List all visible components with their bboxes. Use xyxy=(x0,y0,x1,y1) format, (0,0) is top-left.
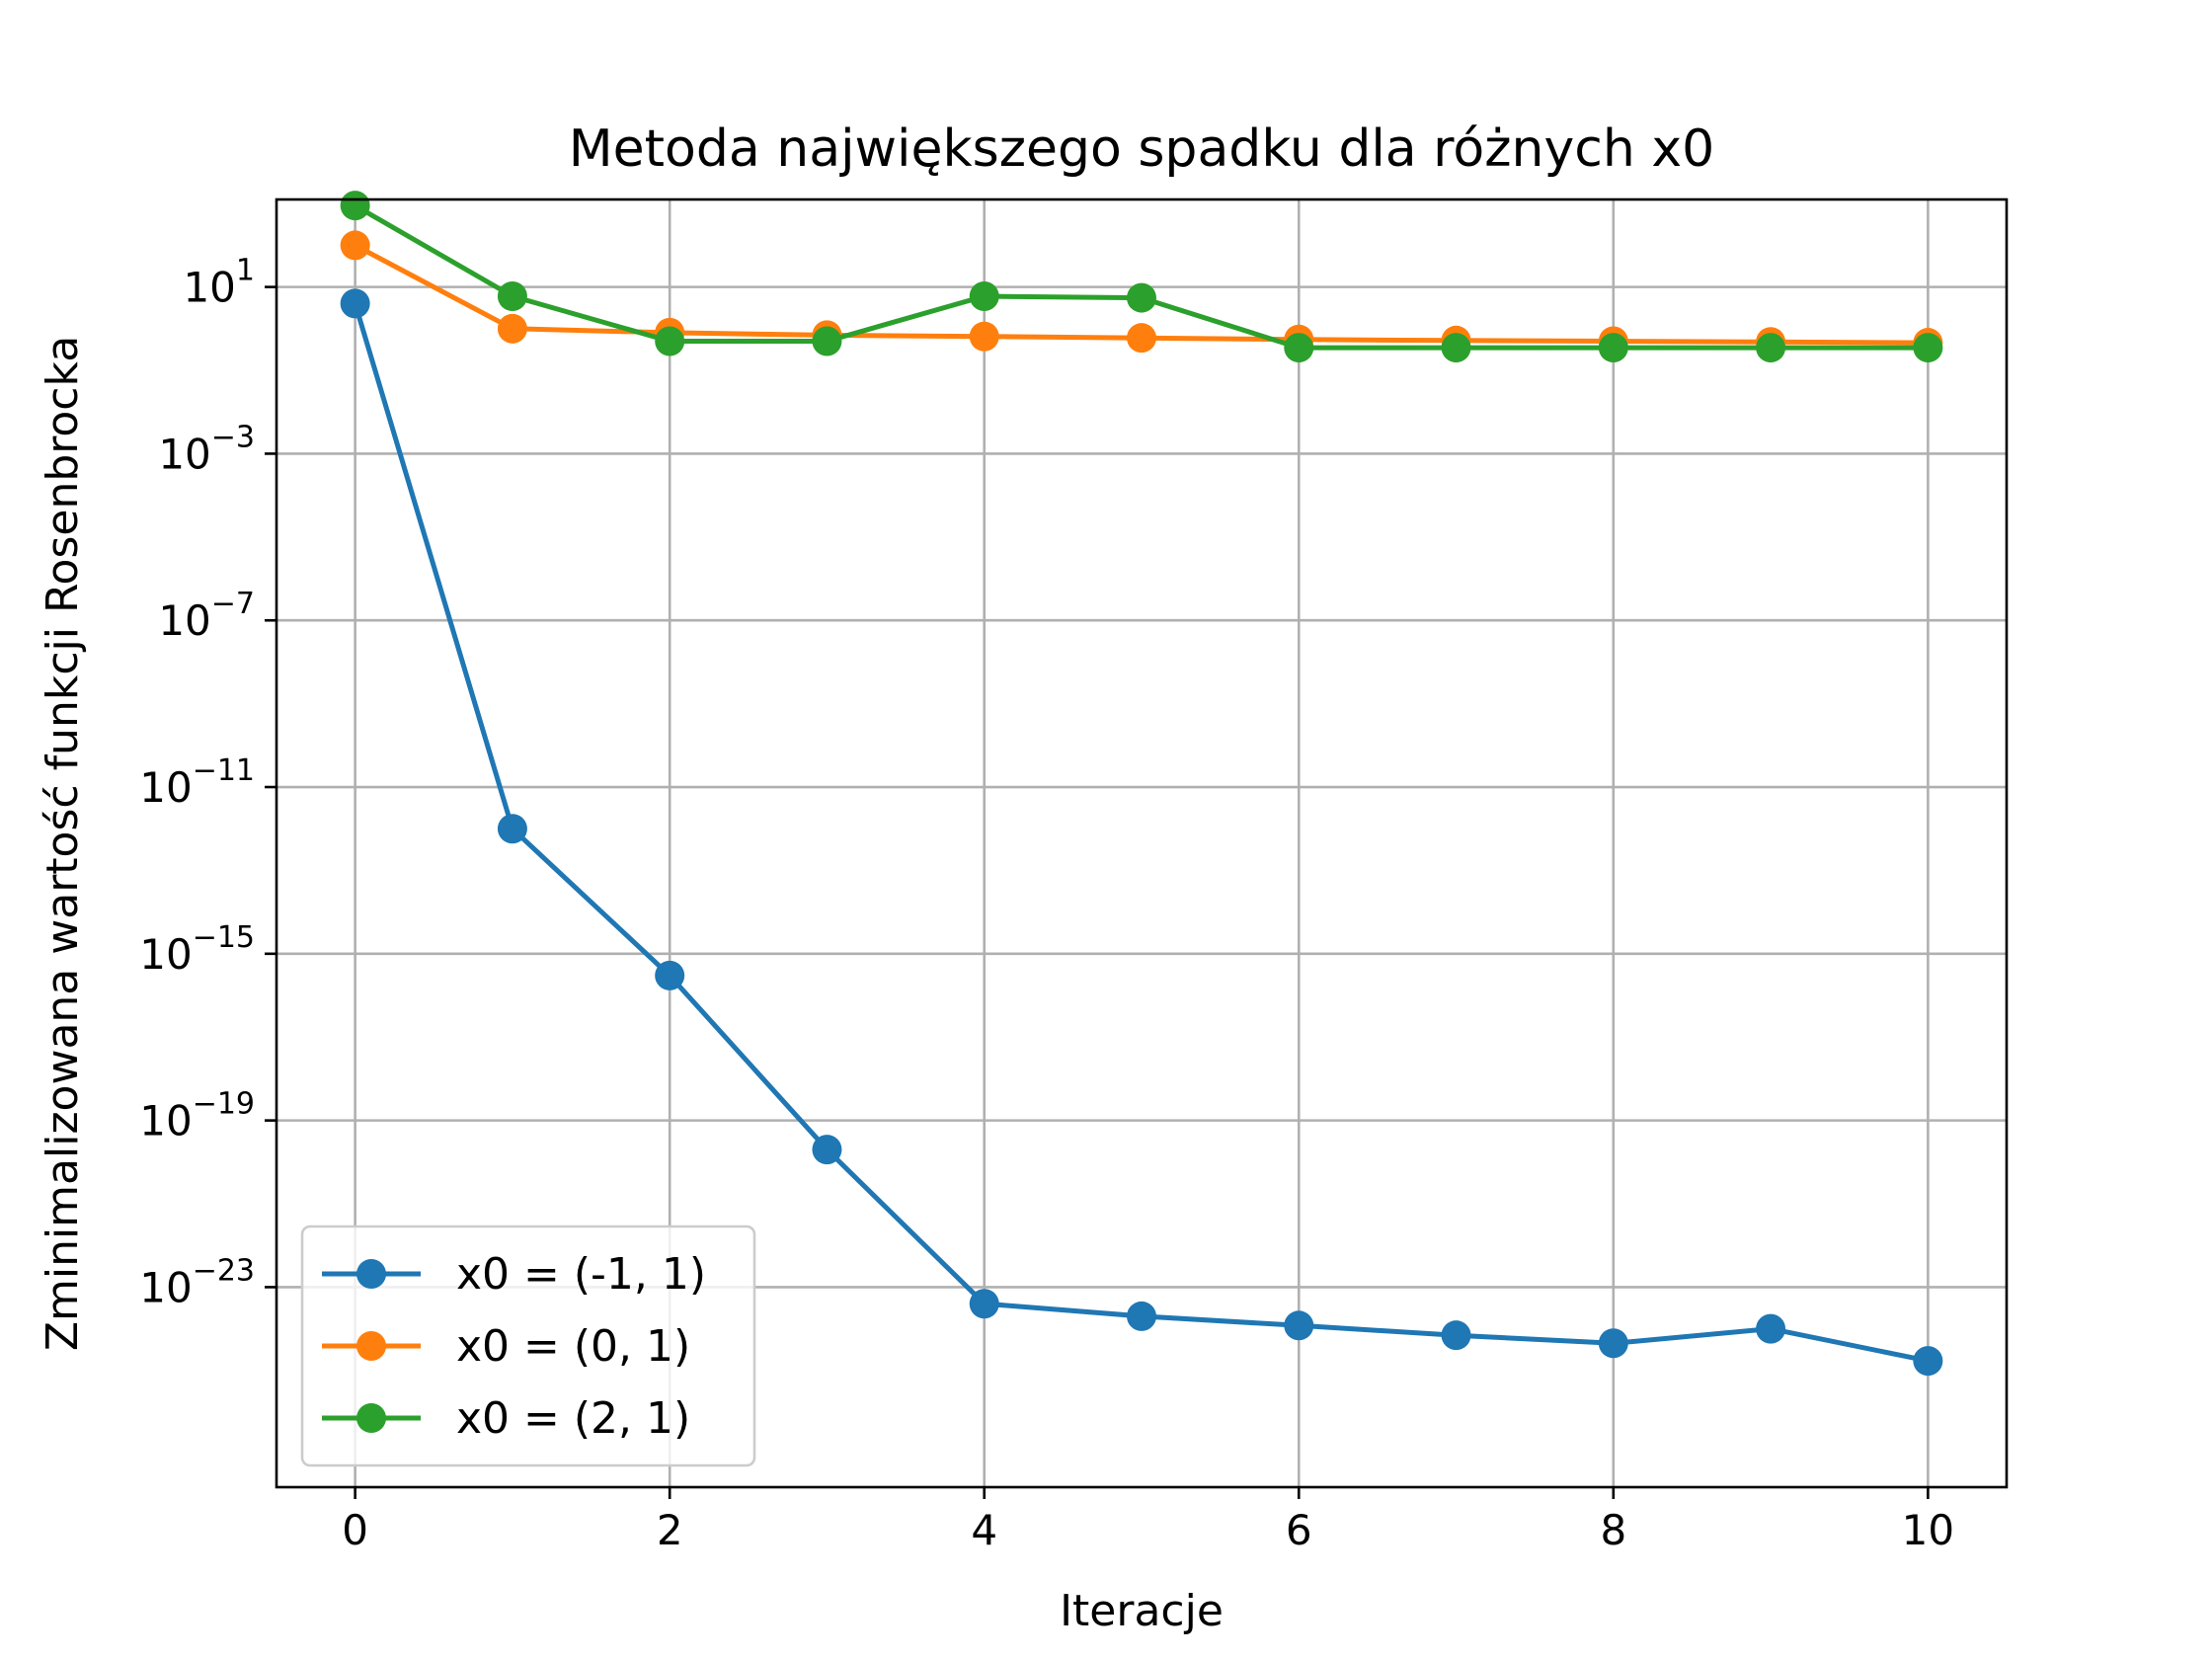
data-point xyxy=(812,1135,842,1165)
data-point xyxy=(340,288,370,319)
data-point xyxy=(1127,323,1156,354)
data-point xyxy=(1598,333,1628,363)
x-tick-label: 0 xyxy=(342,1506,368,1554)
series-3 xyxy=(340,191,1943,363)
legend-box xyxy=(300,1224,756,1467)
data-point xyxy=(340,230,370,261)
data-point xyxy=(1441,1320,1471,1351)
series-1 xyxy=(340,288,1943,1377)
y-tick-label: 101 xyxy=(183,254,255,312)
legend-label: x0 = (2, 1) xyxy=(456,1393,690,1444)
data-point xyxy=(497,814,527,844)
data-point xyxy=(969,280,999,311)
x-tick-label: 10 xyxy=(1902,1506,1954,1554)
y-tick-label: 10−7 xyxy=(158,587,255,645)
data-point xyxy=(655,960,685,990)
data-point xyxy=(1127,282,1156,313)
data-point xyxy=(969,321,999,352)
x-tick-label: 2 xyxy=(657,1506,683,1554)
data-point xyxy=(655,326,685,356)
data-point xyxy=(1913,333,1943,363)
y-tick-label: 10−15 xyxy=(139,920,255,979)
data-point xyxy=(969,1289,999,1319)
x-tick-label: 8 xyxy=(1600,1506,1626,1554)
y-tick-label: 10−3 xyxy=(158,420,255,478)
data-point xyxy=(340,191,370,221)
y-tick-label: 10−11 xyxy=(139,753,255,812)
y-tick-label: 10−23 xyxy=(139,1253,255,1311)
legend-label: x0 = (0, 1) xyxy=(456,1321,690,1372)
data-point xyxy=(1127,1301,1156,1331)
legend: x0 = (-1, 1) x0 = (0, 1) x0 = (2, 1) xyxy=(300,1224,756,1467)
data-point xyxy=(497,313,527,344)
data-point xyxy=(1756,1313,1786,1344)
data-point xyxy=(1284,1310,1314,1341)
data-point xyxy=(812,326,842,356)
ticks: 0 2 4 6 8 10 101 10−3 10−7 10−11 10−15 10−19 10−23 xyxy=(139,254,1954,1554)
grid xyxy=(276,199,2007,1487)
data-point xyxy=(1756,333,1786,363)
x-tick-label: 6 xyxy=(1286,1506,1312,1554)
y-tick-label: 10−19 xyxy=(139,1087,255,1146)
legend-marker xyxy=(356,1403,386,1433)
data-point xyxy=(497,280,527,311)
data-point xyxy=(1284,333,1314,363)
data-point xyxy=(1598,1328,1628,1359)
x-tick-label: 4 xyxy=(971,1506,997,1554)
legend-marker xyxy=(356,1331,386,1361)
data-point xyxy=(1441,333,1471,363)
series-layer xyxy=(340,191,1943,1377)
x-axis-label: Iteracje xyxy=(1060,1586,1224,1636)
plot-frame xyxy=(275,198,2009,1489)
data-point xyxy=(1913,1346,1943,1377)
y-axis-label: Zminimalizowana wartość funkcji Rosenbro… xyxy=(38,336,88,1351)
legend-label: x0 = (-1, 1) xyxy=(456,1249,706,1300)
chart-title: Metoda największego spadku dla różnych x… xyxy=(569,119,1714,179)
legend-marker xyxy=(356,1259,386,1289)
